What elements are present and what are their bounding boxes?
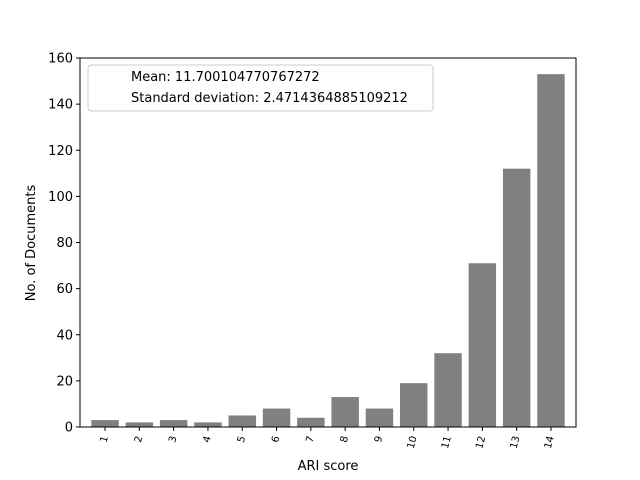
bar-12 xyxy=(468,263,497,427)
x-tick-label: 9 xyxy=(373,435,385,444)
bar-6 xyxy=(262,408,291,427)
legend-box xyxy=(87,64,434,112)
legend: Mean: 11.700104770767272 Standard deviat… xyxy=(87,64,434,112)
x-tick-label: 5 xyxy=(236,435,248,444)
legend-entry-mean: Mean: 11.700104770767272 xyxy=(131,70,320,85)
y-axis-label: No. of Documents xyxy=(24,185,39,302)
x-tick-label: 10 xyxy=(406,435,420,450)
y-tick-label: 60 xyxy=(56,282,73,297)
x-tick-label: 12 xyxy=(474,435,488,450)
y-tick-label: 20 xyxy=(56,374,73,389)
bars xyxy=(91,74,565,428)
bar-9 xyxy=(365,408,394,427)
y-tick-label: 140 xyxy=(48,98,73,113)
bar-11 xyxy=(434,353,462,427)
bar-13 xyxy=(502,168,531,427)
bar-14 xyxy=(537,74,565,428)
x-tick-label: 3 xyxy=(167,435,179,444)
y-tick-label: 40 xyxy=(56,328,73,343)
x-tick-label: 11 xyxy=(440,435,454,450)
bar-8 xyxy=(331,397,359,427)
bar-4 xyxy=(194,422,222,427)
x-tick-label: 13 xyxy=(509,435,523,450)
bar-5 xyxy=(228,415,256,427)
y-tick-label: 100 xyxy=(48,190,73,205)
x-tick-label: 1 xyxy=(99,435,111,444)
y-tick-label: 0 xyxy=(65,421,73,436)
bar-2 xyxy=(125,422,154,427)
x-tick-label: 2 xyxy=(133,435,145,444)
x-axis-label: ARI score xyxy=(298,459,359,474)
bar-1 xyxy=(91,420,119,427)
x-tick-label: 4 xyxy=(202,435,214,444)
x-tick-label: 6 xyxy=(270,435,282,444)
plot-frame xyxy=(79,57,577,428)
y-axis-ticks: 0 20 40 60 80 100 120 140 160 xyxy=(48,52,80,436)
legend-entry-std: Standard deviation: 2.4714364885109212 xyxy=(131,91,408,106)
y-tick-label: 120 xyxy=(48,144,73,159)
x-tick-label: 8 xyxy=(339,435,351,444)
x-tick-label: 7 xyxy=(304,435,316,444)
x-axis-ticks: 1 2 3 4 5 6 7 8 9 10 11 12 13 14 xyxy=(99,427,557,450)
x-tick-label: 14 xyxy=(543,435,557,450)
bar-3 xyxy=(159,420,188,427)
bar-7 xyxy=(297,417,325,427)
y-tick-label: 160 xyxy=(48,52,73,67)
y-tick-label: 80 xyxy=(56,236,73,251)
bar-10 xyxy=(400,383,428,427)
